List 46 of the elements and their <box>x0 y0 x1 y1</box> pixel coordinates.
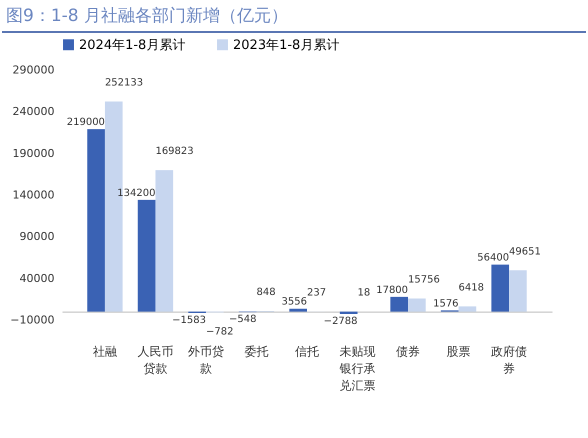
legend-label: 2024年1-8月累计 <box>79 38 186 53</box>
data-label: 18 <box>358 288 370 299</box>
data-label: 848 <box>256 286 276 298</box>
bar <box>408 298 426 312</box>
data-label: 169823 <box>155 146 194 158</box>
data-label: −548 <box>229 314 256 326</box>
bar <box>491 264 510 312</box>
bar <box>138 200 156 312</box>
bar <box>289 308 307 312</box>
y-tick-label: 140000 <box>12 188 54 202</box>
bar <box>155 170 174 312</box>
data-label: −782 <box>206 326 234 338</box>
data-label: 252133 <box>104 78 144 89</box>
data-label: 6418 <box>458 282 484 294</box>
y-tick-label: 240000 <box>12 105 54 118</box>
data-label: 1576 <box>433 298 459 310</box>
legend-label: 2023年1-8月累计 <box>233 38 340 53</box>
y-tick-label: 290000 <box>12 64 54 76</box>
x-tick-label: 外币贷款 <box>188 344 224 376</box>
y-tick-label: 190000 <box>12 146 54 160</box>
data-label: 3556 <box>282 296 307 308</box>
y-tick-label: 40000 <box>20 272 54 285</box>
data-label: 134200 <box>117 188 156 199</box>
x-tick-label: 股票 <box>446 344 471 358</box>
data-label: 237 <box>307 287 326 298</box>
x-tick-label: 债券 <box>396 344 420 358</box>
data-label: 15756 <box>408 274 440 286</box>
x-tick-label: 政府债券 <box>491 344 528 376</box>
y-tick-label: 90000 <box>20 230 54 244</box>
chart-title: 图9：1-8 月社融各部门新增（亿元） <box>2 0 586 33</box>
x-tick-label: 未贴现银行承兑汇票 <box>338 344 376 392</box>
data-label: 56400 <box>477 252 510 264</box>
data-label: −1583 <box>172 314 206 326</box>
x-tick-label: 人民币贷款 <box>137 344 174 376</box>
x-tick-label: 委托 <box>244 344 268 358</box>
data-label: 219000 <box>66 117 105 128</box>
bar <box>390 296 408 312</box>
bar <box>87 129 105 312</box>
bar <box>458 306 476 312</box>
y-tick-label: −10000 <box>10 314 54 326</box>
bar <box>509 270 527 312</box>
data-label: −2788 <box>324 316 358 327</box>
data-label: 49651 <box>509 246 541 258</box>
x-tick-label: 信托 <box>295 344 319 358</box>
data-label: 17800 <box>376 284 408 296</box>
x-tick-label: 社融 <box>92 344 117 358</box>
